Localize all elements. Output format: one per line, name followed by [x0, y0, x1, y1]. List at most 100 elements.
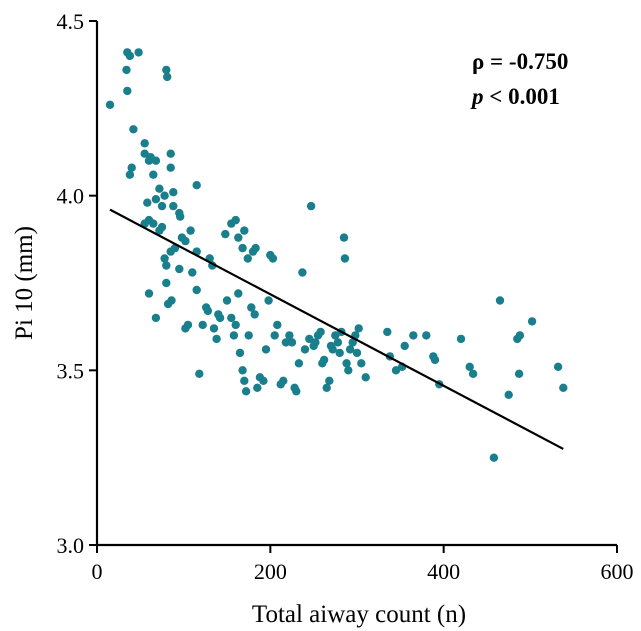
data-point-137 [430, 355, 440, 365]
data-point-64 [231, 215, 240, 225]
data-point-95 [285, 331, 294, 340]
data-point-73 [229, 331, 239, 340]
data-point-47 [175, 264, 184, 274]
data-point-76 [235, 348, 245, 358]
data-point-83 [253, 383, 262, 392]
data-point-6 [162, 65, 171, 75]
data-point-18 [160, 191, 169, 200]
data-point-19 [166, 149, 175, 158]
data-point-85 [259, 376, 268, 385]
data-point-123 [348, 338, 357, 347]
data-point-134 [409, 331, 418, 340]
y-tick-label-3: 4.5 [57, 9, 85, 34]
data-point-40 [186, 226, 195, 235]
data-point-139 [456, 334, 466, 344]
data-point-8 [129, 125, 138, 134]
x-tick-label-1: 200 [254, 559, 287, 584]
rho-annotation: ρ = -0.750 [472, 49, 568, 74]
data-point-37 [176, 212, 185, 221]
p-symbol: p [470, 84, 484, 109]
data-point-101 [300, 345, 310, 354]
data-point-25 [151, 195, 161, 204]
data-point-72 [227, 313, 236, 323]
data-point-24 [143, 198, 152, 207]
data-point-110 [322, 383, 331, 392]
data-point-59 [212, 334, 221, 344]
data-point-125 [352, 348, 362, 358]
data-point-147 [515, 331, 525, 340]
data-point-143 [495, 296, 505, 305]
data-point-4 [122, 65, 131, 75]
data-point-21 [166, 163, 175, 172]
data-point-46 [167, 296, 176, 305]
data-point-109 [319, 355, 329, 365]
data-point-9 [140, 139, 149, 148]
data-point-93 [279, 376, 288, 385]
data-point-120 [342, 359, 351, 368]
data-point-111 [325, 376, 334, 385]
data-point-144 [504, 390, 513, 399]
x-tick-label-0: 0 [92, 559, 103, 584]
data-point-79 [241, 387, 251, 396]
data-point-148 [527, 317, 537, 326]
data-point-55 [203, 306, 213, 316]
data-point-75 [234, 289, 243, 298]
data-point-146 [514, 369, 524, 378]
data-point-121 [344, 366, 353, 375]
data-point-16 [151, 156, 161, 165]
data-point-100 [298, 268, 307, 277]
data-point-71 [222, 296, 232, 305]
data-point-90 [270, 331, 279, 340]
data-point-82 [250, 310, 259, 319]
p-value-text: < 0.001 [484, 84, 560, 109]
data-point-78 [240, 376, 249, 385]
data-point-15 [149, 170, 158, 179]
y-tick-label-1: 3.5 [57, 358, 85, 383]
data-point-118 [339, 233, 349, 242]
y-tick-label-2: 4.0 [57, 184, 85, 209]
data-point-149 [553, 362, 563, 371]
data-point-103 [306, 201, 316, 211]
data-point-102 [305, 334, 314, 344]
data-point-114 [331, 331, 340, 340]
data-point-80 [244, 331, 253, 340]
data-point-107 [316, 327, 325, 337]
data-point-58 [209, 324, 219, 333]
data-point-53 [198, 320, 207, 330]
data-point-20 [169, 188, 178, 197]
data-point-133 [400, 341, 409, 351]
data-point-96 [287, 338, 297, 347]
data-point-43 [151, 313, 161, 323]
data-point-67 [240, 226, 249, 235]
data-point-68 [243, 254, 252, 263]
data-point-17 [155, 184, 164, 193]
data-point-34 [162, 261, 171, 270]
data-point-65 [234, 233, 243, 242]
data-points [105, 48, 568, 462]
data-point-105 [311, 338, 320, 347]
data-point-27 [169, 201, 178, 211]
x-tick-label-2: 400 [427, 559, 460, 584]
p-value-annotation: p < 0.001 [470, 84, 560, 109]
data-point-77 [238, 366, 247, 375]
data-point-52 [195, 369, 204, 378]
data-point-135 [422, 331, 431, 340]
data-point-89 [268, 254, 278, 263]
data-point-3 [134, 48, 143, 57]
data-point-140 [465, 362, 474, 371]
data-point-23 [192, 181, 201, 190]
data-point-119 [340, 254, 350, 263]
data-point-99 [294, 359, 304, 368]
axes [89, 20, 618, 553]
x-axis-title: Total aiway count (n) [252, 601, 466, 628]
data-point-129 [383, 327, 392, 337]
data-point-11 [127, 163, 136, 172]
data-point-87 [264, 296, 273, 305]
data-point-10 [125, 170, 135, 179]
regression-line [109, 208, 564, 450]
data-point-116 [335, 348, 344, 358]
data-point-91 [273, 320, 282, 330]
data-point-126 [354, 324, 363, 333]
data-point-51 [192, 285, 201, 295]
data-point-94 [281, 338, 291, 347]
